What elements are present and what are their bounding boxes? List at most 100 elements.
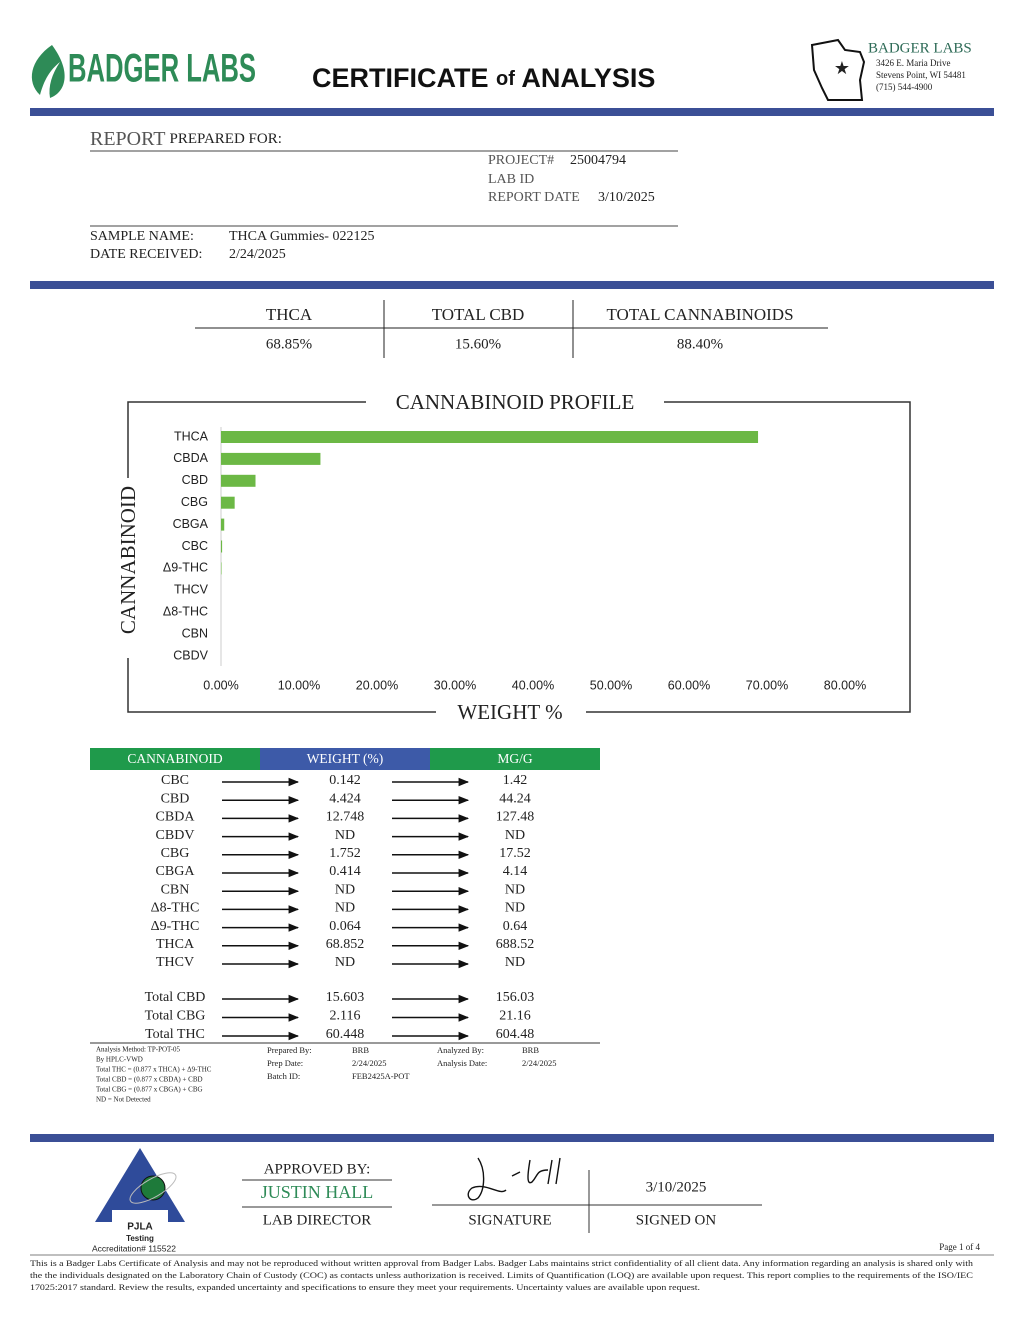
cell: ND <box>335 882 355 897</box>
disclaimer-line: This is a Badger Labs Certificate of Ana… <box>30 1258 974 1268</box>
header-cell <box>260 748 430 770</box>
cell: 2.116 <box>330 1009 361 1024</box>
logo-triangle <box>95 1148 185 1222</box>
signature-label: SIGNATURE <box>468 1212 551 1228</box>
summary: THCA 68.85% TOTAL CBD 15.60% TOTAL CANNABINO… <box>195 300 828 358</box>
y-tick-label: Δ9-THC <box>163 561 208 575</box>
label-mask <box>118 478 140 658</box>
y-axis-label: CANNABINOID <box>116 486 140 634</box>
cell: ND <box>505 828 525 843</box>
value: 3/10/2025 <box>598 190 655 205</box>
cell: ND <box>505 882 525 897</box>
cell: 15.603 <box>326 990 365 1005</box>
state-outline <box>810 38 866 101</box>
divider-bar <box>30 281 994 289</box>
column-header: WEIGHT (%) <box>307 751 384 766</box>
chart-frame <box>127 401 911 713</box>
logo-globe <box>140 1175 166 1201</box>
summary-label: TOTAL CANNABINOIDS <box>606 305 793 324</box>
x-tick-label: 0.00% <box>203 678 238 692</box>
note-line: Total CBG = (0.877 x CBGA) + CBG <box>96 1086 203 1094</box>
approver-role: LAB DIRECTOR <box>263 1212 371 1228</box>
x-tick-label: 30.00% <box>434 678 476 692</box>
summary-value: 88.40% <box>677 336 723 352</box>
label-mask <box>436 702 586 724</box>
bar <box>221 452 321 465</box>
bar <box>221 496 235 509</box>
y-tick-label: THCV <box>174 583 209 597</box>
approver-name: JUSTIN HALL <box>261 1182 374 1202</box>
value: FEB2425A-POT <box>352 1071 410 1081</box>
row-label: CBC <box>161 773 189 788</box>
address-name: BADGER LABS <box>868 40 972 56</box>
cell: 17.52 <box>499 846 531 861</box>
disclaimer-line: 17025:2017 standard. Review the results,… <box>30 1282 700 1292</box>
disclaimer-line: the the individuals designated on the La… <box>30 1270 973 1280</box>
cell: ND <box>335 955 355 970</box>
cell: 44.24 <box>499 791 531 806</box>
logo-leaf <box>31 45 65 98</box>
page-number: Page 1 of 4 <box>939 1242 980 1252</box>
value: BRB <box>352 1045 369 1055</box>
row-label: Total CBG <box>145 1009 206 1024</box>
value: 2/24/2025 <box>352 1058 386 1068</box>
disclaimer: This is a Badger Labs Certificate of Ana… <box>30 1258 974 1292</box>
cell: 0.064 <box>329 919 361 934</box>
row-label: CBDV <box>156 828 195 843</box>
pjla-logo: PJLA Testing Accreditation# 115522 <box>92 1148 185 1253</box>
cell: 4.14 <box>503 864 528 879</box>
column-header: MG/G <box>497 751 533 766</box>
title-part: ANALYSIS <box>521 63 655 93</box>
divider-bar <box>30 1134 994 1142</box>
chart-title: CANNABINOID PROFILE <box>396 390 635 414</box>
title-part: CERTIFICATE <box>312 63 489 93</box>
note-line: Total THC = (0.877 x THCA) + Δ9-THC <box>96 1066 212 1074</box>
row-label: THCA <box>156 937 195 952</box>
x-tick-label: 80.00% <box>824 678 866 692</box>
x-tick-label: 60.00% <box>668 678 710 692</box>
signed-date: 3/10/2025 <box>646 1179 707 1195</box>
value: 25004794 <box>570 153 626 168</box>
cell: 127.48 <box>496 810 535 825</box>
logo: BADGER LABS <box>31 45 256 98</box>
chart: 0.00% 10.00% 20.00% 30.00% 40.00% 50.00% 60.00… <box>163 427 866 692</box>
approved-label: APPROVED BY: <box>264 1161 371 1177</box>
value: 2/24/2025 <box>522 1058 556 1068</box>
cell: 68.852 <box>326 937 365 952</box>
label: LAB ID <box>488 172 534 187</box>
cell: 4.424 <box>329 791 361 806</box>
cell: 156.03 <box>496 990 535 1005</box>
cell: ND <box>505 901 525 916</box>
x-tick-label: 70.00% <box>746 678 788 692</box>
y-tick-label: CBDV <box>173 648 208 662</box>
y-tick-label: CBC <box>182 539 208 553</box>
star: ★ <box>834 58 850 78</box>
row-label: CBN <box>161 882 190 897</box>
address-phone: (715) 544-4900 <box>876 82 933 92</box>
row-label: Total THC <box>145 1027 205 1042</box>
logo-orbit <box>129 1172 177 1204</box>
heading-big: REPORT <box>90 128 165 150</box>
cell: 1.42 <box>503 773 528 788</box>
x-tick-label: 20.00% <box>356 678 398 692</box>
label: DATE RECEIVED: <box>90 247 202 262</box>
row-label: THCV <box>156 955 194 970</box>
y-tick-label: CBG <box>181 495 208 509</box>
pjla-sub: Testing <box>126 1234 154 1243</box>
cell: 21.16 <box>499 1009 531 1024</box>
bar <box>221 474 256 487</box>
x-tick-label: 40.00% <box>512 678 554 692</box>
bar <box>221 518 225 531</box>
cell: 688.52 <box>496 937 535 952</box>
row-label: CBD <box>161 791 190 806</box>
summary-label: TOTAL CBD <box>432 305 525 324</box>
cell: 604.48 <box>496 1027 535 1042</box>
method-notes: Analysis Method: TP-POT-05 By HPLC-VWD Tot… <box>96 1046 212 1104</box>
signed-on-label: SIGNED ON <box>636 1212 717 1228</box>
cell: 1.752 <box>329 846 361 861</box>
label: Analysis Date: <box>437 1058 487 1068</box>
x-axis-label: WEIGHT % <box>457 700 562 724</box>
row-label: CBGA <box>156 864 196 879</box>
y-tick-label: Δ8-THC <box>163 604 208 618</box>
value: THCA Gummies- 022125 <box>229 229 374 244</box>
